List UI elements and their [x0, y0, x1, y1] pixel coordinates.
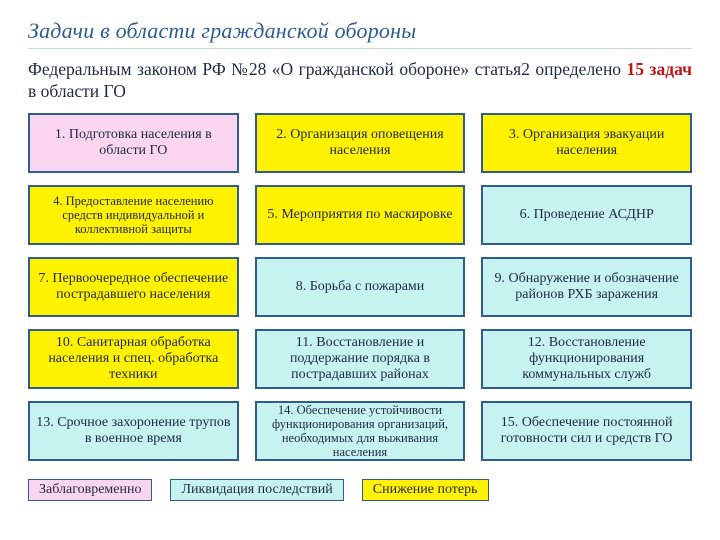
task-text: 11. Восстановление и поддержание порядка…: [263, 335, 458, 382]
task-cell: 6. Проведение АСДНР: [481, 185, 692, 245]
slide: Задачи в области гражданской обороны Фед…: [0, 0, 720, 540]
task-text: 8. Борьба с пожарами: [296, 279, 425, 295]
task-text: 5. Мероприятия по маскировке: [267, 207, 452, 223]
legend-item: Снижение потерь: [362, 479, 489, 501]
legend-text: Заблаговременно: [39, 482, 141, 497]
task-text: 14. Обеспечение устойчивости функциониро…: [263, 403, 458, 459]
task-cell: 11. Восстановление и поддержание порядка…: [255, 329, 466, 389]
task-cell: 4. Предоставление населению средств инди…: [28, 185, 239, 245]
legend-text: Снижение потерь: [373, 482, 478, 497]
task-cell: 14. Обеспечение устойчивости функциониро…: [255, 401, 466, 461]
task-cell: 10. Санитарная обработка населения и спе…: [28, 329, 239, 389]
task-cell: 1. Подготовка населения в области ГО: [28, 113, 239, 173]
legend: Заблаговременно Ликвидация последствий С…: [28, 479, 692, 501]
task-cell: 5. Мероприятия по маскировке: [255, 185, 466, 245]
intro-text: Федеральным законом РФ №28 «О гражданско…: [28, 59, 692, 103]
task-cell: 2. Организация оповещения населения: [255, 113, 466, 173]
task-text: 12. Восстановление функционирования комм…: [489, 335, 684, 382]
task-text: 9. Обнаружение и обозначение районов РХБ…: [489, 271, 684, 302]
task-cell: 9. Обнаружение и обозначение районов РХБ…: [481, 257, 692, 317]
task-text: 3. Организация эвакуации населения: [489, 127, 684, 158]
task-cell: 12. Восстановление функционирования комм…: [481, 329, 692, 389]
task-cell: 13. Срочное захоронение трупов в военное…: [28, 401, 239, 461]
task-text: 7. Первоочередное обеспечение пострадавш…: [36, 271, 231, 302]
task-cell: 7. Первоочередное обеспечение пострадавш…: [28, 257, 239, 317]
task-text: 10. Санитарная обработка населения и спе…: [36, 335, 231, 382]
intro-main: Федеральным законом РФ №28 «О гражданско…: [28, 59, 627, 79]
task-text: 2. Организация оповещения населения: [263, 127, 458, 158]
legend-text: Ликвидация последствий: [181, 482, 332, 497]
task-text: 4. Предоставление населению средств инди…: [36, 194, 231, 236]
task-cell: 15. Обеспечение постоянной готовности си…: [481, 401, 692, 461]
intro-tail: в области ГО: [28, 81, 126, 101]
legend-item: Заблаговременно: [28, 479, 152, 501]
task-text: 6. Проведение АСДНР: [520, 207, 654, 223]
task-cell: 8. Борьба с пожарами: [255, 257, 466, 317]
tasks-grid: 1. Подготовка населения в области ГО 2. …: [28, 113, 692, 461]
task-text: 15. Обеспечение постоянной готовности си…: [489, 415, 684, 446]
intro-emphasis: 15 задач: [627, 59, 693, 79]
title-underline: [28, 48, 692, 49]
task-cell: 3. Организация эвакуации населения: [481, 113, 692, 173]
task-text: 13. Срочное захоронение трупов в военное…: [36, 415, 231, 446]
slide-title: Задачи в области гражданской обороны: [28, 18, 692, 44]
legend-item: Ликвидация последствий: [170, 479, 343, 501]
task-text: 1. Подготовка населения в области ГО: [36, 127, 231, 158]
